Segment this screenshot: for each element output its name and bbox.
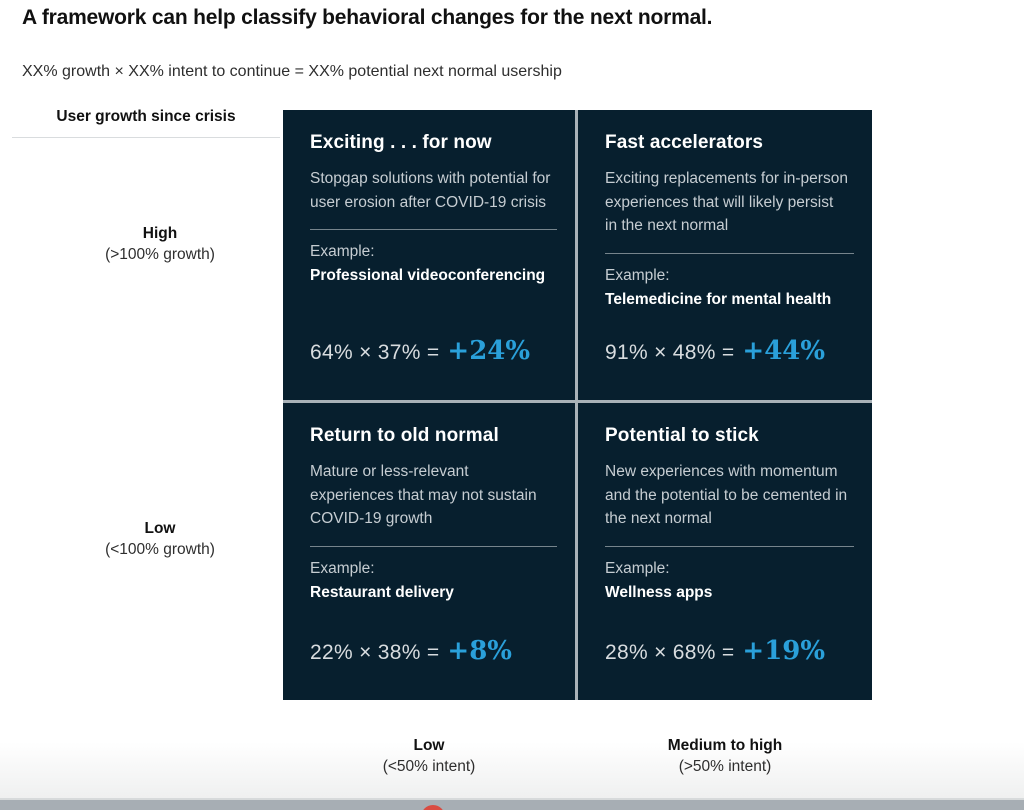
equation: 22% × 38% = +8%: [310, 636, 557, 666]
quadrant-description: Exciting replacements for in-person expe…: [605, 170, 848, 235]
y-axis-low-threshold: (<100% growth): [105, 541, 215, 558]
x-axis-medium-high-threshold: (>50% intent): [678, 758, 772, 775]
equation-result: +8%: [447, 636, 512, 666]
y-axis-title: User growth since crisis: [56, 108, 236, 125]
quadrant-exciting-for-now: Exciting . . . for now Stopgap solutions…: [283, 110, 575, 400]
example-value: Restaurant delivery: [310, 583, 454, 601]
framework-matrix: Exciting . . . for now Stopgap solutions…: [283, 110, 872, 700]
bottom-edge-line: [0, 798, 1024, 800]
y-axis-low-name: Low: [144, 520, 176, 537]
equation-lhs: 22% × 38% =: [310, 641, 440, 664]
y-axis-high-label: High (>100% growth): [24, 225, 296, 264]
y-axis-high-name: High: [142, 225, 178, 242]
quadrant-description: Mature or less-relevant experiences that…: [310, 463, 537, 528]
quadrant-heading: Potential to stick: [605, 425, 759, 446]
quadrant-description: New experiences with momentum and the po…: [605, 463, 848, 528]
equation-lhs: 64% × 37% =: [310, 341, 440, 364]
quadrant-return-to-old-normal: Return to old normal Mature or less-rele…: [283, 403, 575, 700]
example-label: Example:: [310, 243, 375, 261]
equation-result: +44%: [742, 336, 826, 366]
quadrant-heading: Fast accelerators: [605, 132, 764, 153]
quadrant-fast-accelerators: Fast accelerators Exciting replacements …: [578, 110, 872, 400]
example-label: Example:: [310, 559, 375, 577]
x-axis-medium-high-name: Medium to high: [667, 737, 783, 754]
y-axis-low-label: Low (<100% growth): [24, 520, 296, 559]
equation-result: +19%: [742, 636, 826, 666]
quadrant-divider: [605, 252, 854, 254]
formula-legend: XX% growth × XX% intent to continue = XX…: [22, 63, 562, 80]
quadrant-heading: Return to old normal: [310, 425, 499, 446]
equation-lhs: 91% × 48% =: [605, 341, 735, 364]
y-axis-high-threshold: (>100% growth): [105, 246, 215, 263]
example-value: Telemedicine for mental health: [605, 290, 832, 308]
equation-lhs: 28% × 68% =: [605, 641, 735, 664]
bottom-fade: [0, 742, 1024, 798]
example-label: Example:: [605, 266, 670, 284]
example-value: Wellness apps: [605, 583, 713, 601]
x-axis-low-label: Low (<50% intent): [293, 737, 565, 776]
x-axis-medium-high-label: Medium to high (>50% intent): [589, 737, 861, 776]
equation-result: +24%: [447, 336, 531, 366]
quadrant-divider: [310, 545, 557, 547]
x-axis-low-name: Low: [413, 737, 445, 754]
x-axis-low-threshold: (<50% intent): [382, 758, 476, 775]
quadrant-heading: Exciting . . . for now: [310, 132, 492, 153]
red-dot-icon: [421, 805, 445, 810]
equation: 64% × 37% = +24%: [310, 336, 557, 366]
bottom-gray-band: [0, 800, 1024, 810]
example-label: Example:: [605, 559, 670, 577]
equation: 28% × 68% = +19%: [605, 636, 854, 666]
quadrant-divider: [310, 229, 557, 231]
quadrant-description: Stopgap solutions with potential for use…: [310, 170, 551, 211]
y-axis-underline: [12, 137, 280, 138]
quadrant-potential-to-stick: Potential to stick New experiences with …: [578, 403, 872, 700]
page-title: A framework can help classify behavioral…: [22, 6, 713, 29]
example-value: Professional videoconferencing: [310, 267, 546, 285]
quadrant-divider: [605, 545, 854, 547]
equation: 91% × 48% = +44%: [605, 336, 854, 366]
